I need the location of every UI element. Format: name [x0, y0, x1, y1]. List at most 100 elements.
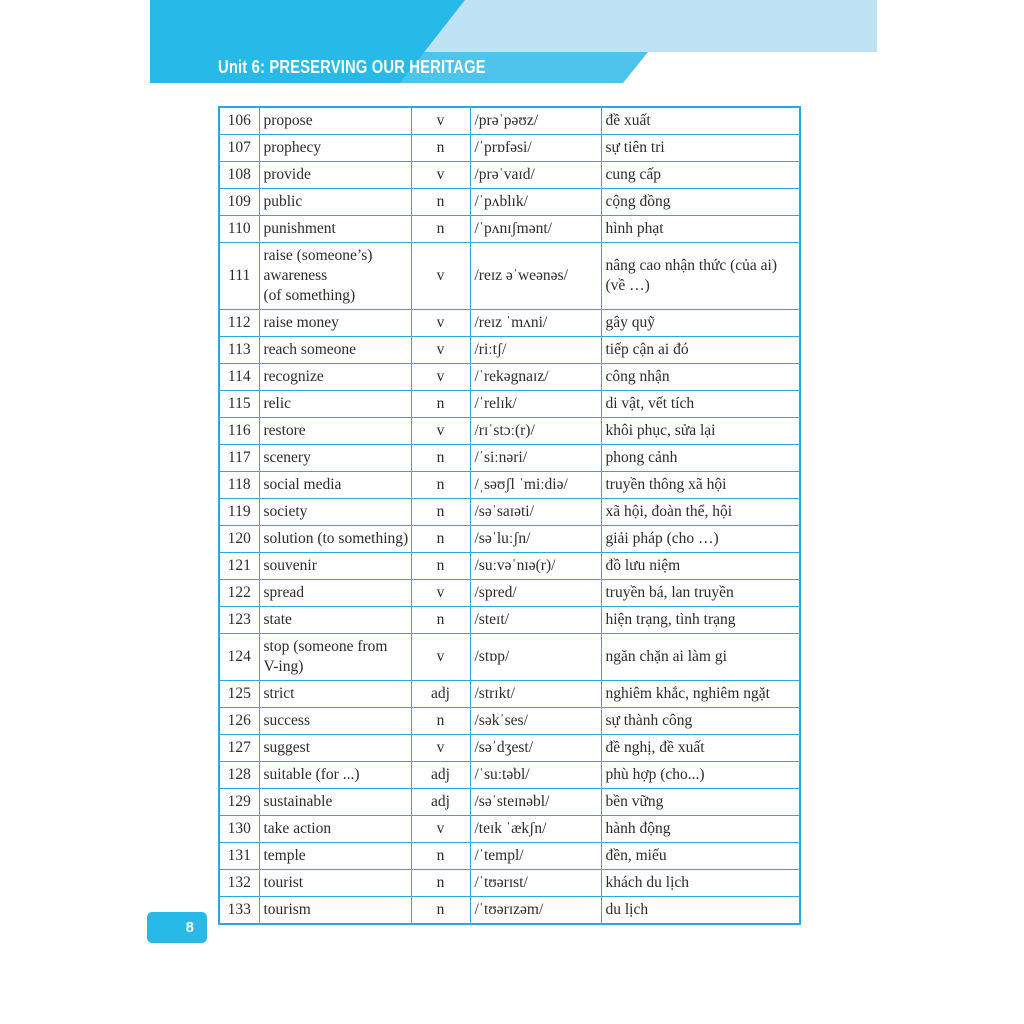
table-row: 116 restore v/rɪˈstɔː(r)/khôi phục, sửa lạ… [218, 417, 801, 445]
row-number-cell: 117 [218, 444, 260, 472]
word-cell: solution (to something) [258, 525, 412, 553]
meaning-cell: khôi phục, sửa lại [600, 417, 801, 445]
word-cell: suitable (for ...) [258, 761, 412, 789]
word-cell: suggest [258, 734, 412, 762]
pronunciation-cell: /steɪt/ [469, 606, 602, 634]
part-of-speech-cell: v [410, 633, 471, 681]
pronunciation-cell: /reɪz əˈweənəs/ [469, 242, 602, 310]
meaning-cell: hiện trạng, tình trạng [600, 606, 801, 634]
meaning-cell: phù hợp (cho...) [600, 761, 801, 789]
page-number-badge: 8 [147, 912, 207, 943]
meaning-cell: truyền bá, lan truyền [600, 579, 801, 607]
pronunciation-cell: /ˈtempl/ [469, 842, 602, 870]
word-cell: scenery [258, 444, 412, 472]
pronunciation-cell: /prəˈpəʊz/ [469, 106, 602, 135]
part-of-speech-cell: n [410, 606, 471, 634]
row-number-cell: 120 [218, 525, 260, 553]
table-row: 128 suitable (for ...) adj/ˈsuːtəbl/phù hợ… [218, 761, 801, 789]
page-number: 8 [185, 919, 194, 936]
meaning-cell: phong cảnh [600, 444, 801, 472]
meaning-cell: nâng cao nhận thức (của ai) (về …) [600, 242, 801, 310]
pronunciation-cell: /ˈtʊərɪzəm/ [469, 896, 602, 925]
meaning-cell: hành động [600, 815, 801, 843]
part-of-speech-cell: adj [410, 761, 471, 789]
table-row: 119 society n/səˈsaɪəti/xã hội, đoàn thể, … [218, 498, 801, 526]
pronunciation-cell: /prəˈvaɪd/ [469, 161, 602, 189]
row-number-cell: 124 [218, 633, 260, 681]
table-row: 120 solution (to something) n/səˈluːʃn/giả… [218, 525, 801, 553]
part-of-speech-cell: v [410, 161, 471, 189]
word-cell: society [258, 498, 412, 526]
row-number-cell: 131 [218, 842, 260, 870]
pronunciation-cell: /səˈluːʃn/ [469, 525, 602, 553]
part-of-speech-cell: adj [410, 680, 471, 708]
table-row: 125 strict adj/strɪkt/nghiêm khắc, nghiêm … [218, 680, 801, 708]
table-row: 109 public n/ˈpʌblɪk/cộng đồng [218, 188, 801, 216]
part-of-speech-cell: v [410, 417, 471, 445]
meaning-cell: du lịch [600, 896, 801, 925]
word-cell: tourism [258, 896, 412, 925]
row-number-cell: 109 [218, 188, 260, 216]
meaning-cell: cộng đồng [600, 188, 801, 216]
word-cell: tourist [258, 869, 412, 897]
pronunciation-cell: /ˈprɒfəsi/ [469, 134, 602, 162]
part-of-speech-cell: n [410, 188, 471, 216]
table-row: 121 souvenir n/suːvəˈnɪə(r)/đồ lưu niệm [218, 552, 801, 580]
row-number-cell: 116 [218, 417, 260, 445]
row-number-cell: 106 [218, 106, 260, 135]
pronunciation-cell: /spred/ [469, 579, 602, 607]
word-cell: state [258, 606, 412, 634]
part-of-speech-cell: adj [410, 788, 471, 816]
pronunciation-cell: /rɪˈstɔː(r)/ [469, 417, 602, 445]
pronunciation-cell: /stɒp/ [469, 633, 602, 681]
part-of-speech-cell: v [410, 363, 471, 391]
meaning-cell: sự tiên tri [600, 134, 801, 162]
word-cell: stop (someone from V-ing) [258, 633, 412, 681]
row-number-cell: 129 [218, 788, 260, 816]
part-of-speech-cell: n [410, 842, 471, 870]
meaning-cell: đề nghị, đề xuất [600, 734, 801, 762]
word-cell: raise money [258, 309, 412, 337]
meaning-cell: bền vững [600, 788, 801, 816]
word-cell: propose [258, 106, 412, 135]
pronunciation-cell: /reɪz ˈmʌni/ [469, 309, 602, 337]
table-row: 114 recognize v/ˈrekəgnaɪz/công nhận [218, 363, 801, 391]
meaning-cell: công nhận [600, 363, 801, 391]
pronunciation-cell: /səˈdʒest/ [469, 734, 602, 762]
word-cell: provide [258, 161, 412, 189]
table-row: 115 relic n/ˈrelɪk/di vật, vết tích [218, 390, 801, 418]
word-cell: take action [258, 815, 412, 843]
part-of-speech-cell: n [410, 552, 471, 580]
part-of-speech-cell: v [410, 309, 471, 337]
table-row: 113 reach someone v/riːtʃ/tiếp cận ai đó [218, 336, 801, 364]
table-row: 126 success n/səkˈses/sự thành công [218, 707, 801, 735]
word-cell: success [258, 707, 412, 735]
pronunciation-cell: /ˈrelɪk/ [469, 390, 602, 418]
row-number-cell: 110 [218, 215, 260, 243]
row-number-cell: 126 [218, 707, 260, 735]
meaning-cell: sự thành công [600, 707, 801, 735]
part-of-speech-cell: n [410, 471, 471, 499]
table-row: 132 tourist n/ˈtʊərɪst/khách du lịch [218, 869, 801, 897]
table-row: 107 prophecy n/ˈprɒfəsi/sự tiên tri [218, 134, 801, 162]
row-number-cell: 130 [218, 815, 260, 843]
pronunciation-cell: /strɪkt/ [469, 680, 602, 708]
pronunciation-cell: /ˈtʊərɪst/ [469, 869, 602, 897]
table-row: 133 tourism n/ˈtʊərɪzəm/du lịch [218, 896, 801, 925]
pronunciation-cell: /ˌsəʊʃl ˈmiːdiə/ [469, 471, 602, 499]
part-of-speech-cell: n [410, 498, 471, 526]
pronunciation-cell: /ˈrekəgnaɪz/ [469, 363, 602, 391]
row-number-cell: 132 [218, 869, 260, 897]
part-of-speech-cell: n [410, 707, 471, 735]
part-of-speech-cell: n [410, 869, 471, 897]
row-number-cell: 108 [218, 161, 260, 189]
word-cell: prophecy [258, 134, 412, 162]
row-number-cell: 114 [218, 363, 260, 391]
meaning-cell: đề xuất [600, 106, 801, 135]
table-row: 110 punishment n/ˈpʌnɪʃmənt/hình phạt [218, 215, 801, 243]
meaning-cell: đền, miếu [600, 842, 801, 870]
table-row: 127 suggest v/səˈdʒest/đề nghị, đề xuất [218, 734, 801, 762]
table-row: 112 raise money v/reɪz ˈmʌni/gây quỹ [218, 309, 801, 337]
meaning-cell: nghiêm khắc, nghiêm ngặt [600, 680, 801, 708]
